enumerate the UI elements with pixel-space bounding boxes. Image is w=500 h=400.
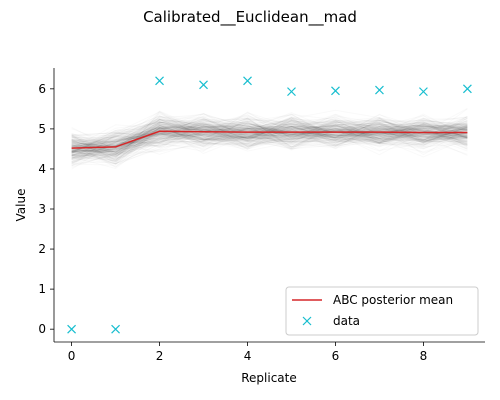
legend: ABC posterior mean data [285,286,479,336]
data-point [111,324,120,334]
legend-label-data: data [333,314,360,328]
x-axis-ticks: 0 2 4 6 8 [68,342,427,363]
posterior-mean-layer [71,130,468,149]
x-tick-label: 8 [420,349,428,363]
posterior-mean-line [71,130,468,149]
y-tick-label: 2 [38,242,46,256]
y-tick-label: 0 [38,322,46,336]
data-point [462,84,472,94]
data-point [243,76,252,86]
y-axis-ticks: 0 1 2 3 4 5 6 [38,82,54,336]
data-point [419,87,428,97]
data-point [155,76,164,86]
chart-title: Calibrated__Euclidean__mad [143,8,357,27]
legend-label-mean: ABC posterior mean [333,293,453,307]
data-points [67,76,472,334]
y-tick-label: 5 [38,122,46,136]
y-tick-label: 1 [38,282,46,296]
x-tick-label: 0 [68,349,76,363]
data-point [331,86,340,96]
x-tick-label: 4 [244,349,252,363]
data-point [67,324,77,334]
y-tick-label: 4 [38,162,46,176]
y-tick-label: 3 [38,202,46,216]
y-axis-label: Value [14,189,28,222]
x-axis-label: Replicate [241,371,297,385]
y-tick-label: 6 [38,82,46,96]
x-tick-label: 6 [332,349,340,363]
data-point [287,87,296,97]
data-point [199,80,208,90]
legend-swatch-data [302,316,312,326]
data-point [375,85,384,95]
legend-box [285,286,479,336]
x-tick-label: 2 [156,349,164,363]
plot-area [67,76,472,334]
